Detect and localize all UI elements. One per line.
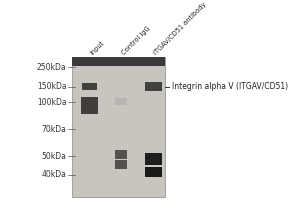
Text: 150kDa: 150kDa (37, 82, 67, 91)
Bar (145, 82, 162, 91)
Bar (82, 83, 97, 90)
Bar (115, 98, 127, 105)
Bar (72, 57, 165, 66)
Text: 50kDa: 50kDa (42, 152, 67, 161)
Text: 40kDa: 40kDa (42, 170, 67, 179)
Text: Control IgG: Control IgG (121, 25, 152, 56)
Text: Integrin alpha V (ITGAV/CD51): Integrin alpha V (ITGAV/CD51) (172, 82, 288, 91)
Bar (115, 160, 127, 169)
Bar (145, 167, 162, 177)
Text: 70kDa: 70kDa (42, 125, 67, 134)
Bar (72, 57, 165, 197)
Bar (145, 153, 162, 165)
Text: Input: Input (89, 39, 106, 56)
Bar (115, 150, 127, 159)
Text: 100kDa: 100kDa (37, 98, 67, 107)
Bar (81, 97, 98, 114)
Text: 250kDa: 250kDa (37, 63, 67, 72)
Text: ITGAV/CD51 antibody: ITGAV/CD51 antibody (153, 1, 208, 56)
